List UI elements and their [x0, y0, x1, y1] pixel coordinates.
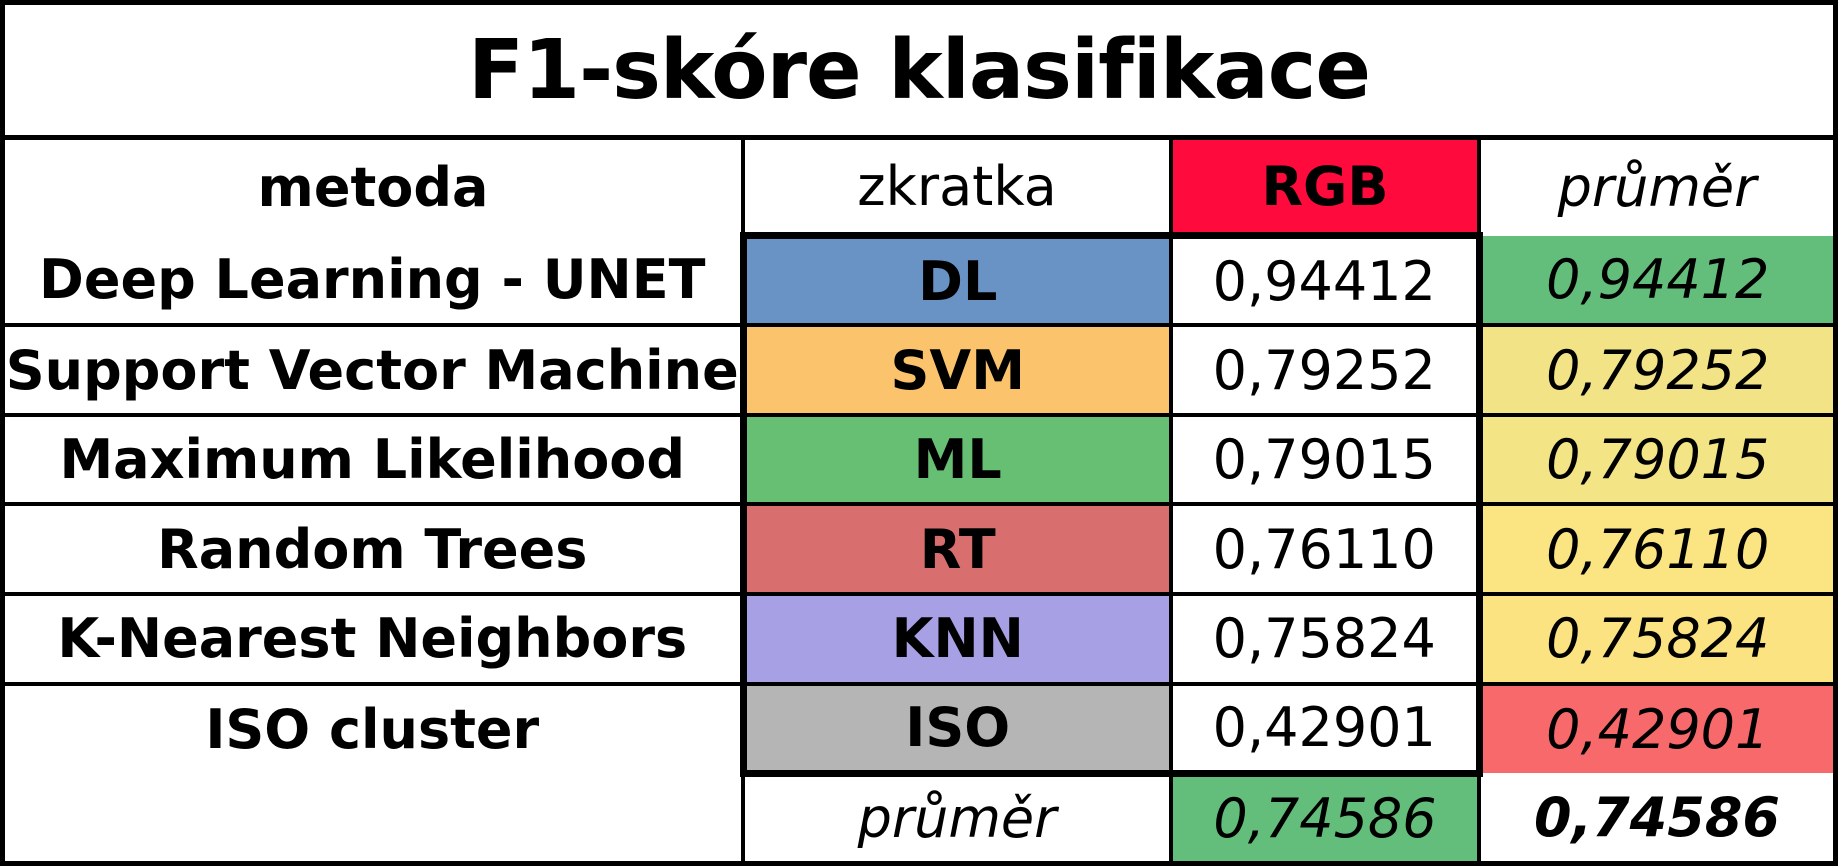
method-abbreviation: KNN — [739, 592, 1173, 686]
average-score: 0,75824 — [1477, 592, 1833, 686]
method-name: Maximum Likelihood — [5, 412, 745, 507]
average-score: 0,79252 — [1477, 323, 1833, 417]
method-name: Support Vector Machine — [5, 323, 745, 417]
method-abbreviation: DL — [739, 232, 1173, 328]
rgb-score: 0,79015 — [1169, 412, 1483, 507]
method-abbreviation: SVM — [739, 323, 1173, 417]
footer-empty — [5, 773, 745, 861]
rgb-score: 0,94412 — [1169, 232, 1483, 328]
table-body: Deep Learning - UNET DL 0,94412 0,94412 Supp… — [5, 232, 1833, 777]
method-abbreviation: ISO — [739, 681, 1173, 777]
footer-overall-average: 0,74586 — [1477, 773, 1833, 861]
method-abbreviation: RT — [739, 502, 1173, 597]
table-row: Deep Learning - UNET DL 0,94412 0,94412 — [5, 232, 1833, 328]
header-row: metoda zkratka RGB průměr — [5, 140, 1833, 236]
table-row: Maximum Likelihood ML 0,79015 0,79015 — [5, 412, 1833, 507]
table-row: Random Trees RT 0,76110 0,76110 — [5, 502, 1833, 597]
average-score: 0,76110 — [1477, 502, 1833, 597]
footer-row: průměr 0,74586 0,74586 — [5, 773, 1833, 861]
header-method: metoda — [5, 140, 745, 236]
rgb-score: 0,75824 — [1169, 592, 1483, 686]
method-name: Deep Learning - UNET — [5, 235, 745, 328]
method-name: K-Nearest Neighbors — [5, 592, 745, 686]
average-score: 0,94412 — [1477, 235, 1833, 328]
header-abbreviation: zkratka — [741, 140, 1173, 236]
header-average: průměr — [1477, 140, 1833, 236]
rgb-score: 0,42901 — [1169, 681, 1483, 777]
table-title: F1-skóre klasifikace — [5, 5, 1833, 140]
table-row: ISO cluster ISO 0,42901 0,42901 — [5, 681, 1833, 777]
method-name: Random Trees — [5, 502, 745, 597]
rgb-score: 0,76110 — [1169, 502, 1483, 597]
header-rgb: RGB — [1169, 140, 1481, 236]
average-score: 0,42901 — [1477, 681, 1833, 774]
f1-score-table: metoda zkratka RGB průměr Deep Learning … — [5, 140, 1833, 861]
rgb-score: 0,79252 — [1169, 323, 1483, 417]
table-row: Support Vector Machine SVM 0,79252 0,79252 — [5, 323, 1833, 417]
table-row: K-Nearest Neighbors KNN 0,75824 0,75824 — [5, 592, 1833, 686]
footer-rgb-average: 0,74586 — [1169, 773, 1481, 861]
average-score: 0,79015 — [1477, 412, 1833, 507]
method-name: ISO cluster — [5, 681, 745, 774]
method-abbreviation: ML — [739, 412, 1173, 507]
footer-average-label: průměr — [741, 773, 1173, 861]
